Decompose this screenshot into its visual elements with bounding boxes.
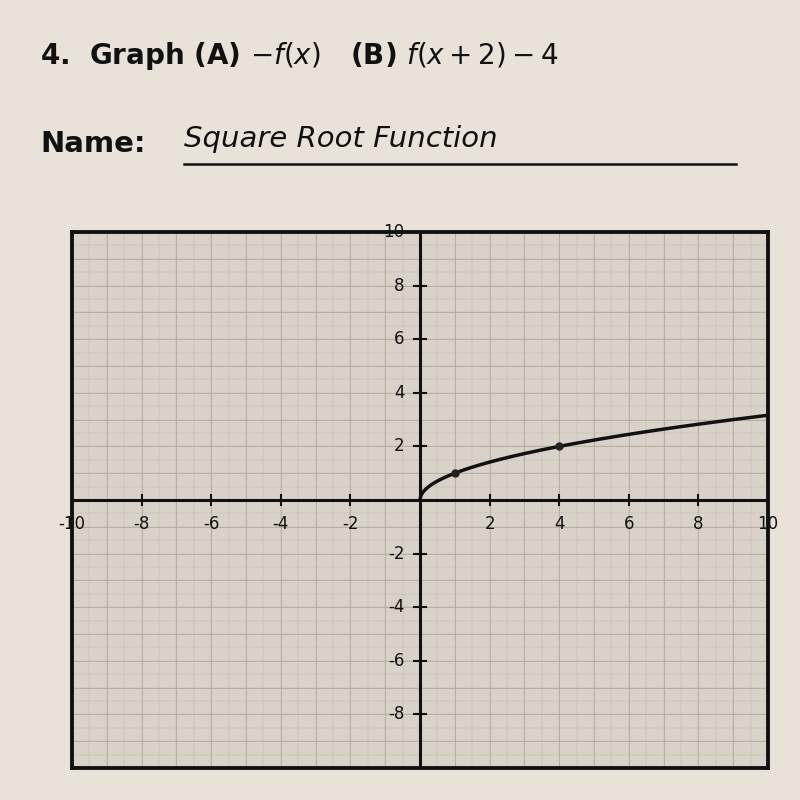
Text: -8: -8 [134, 514, 150, 533]
Text: 4.  Graph (A) $-f(x)$   (B) $f(x+2)-4$: 4. Graph (A) $-f(x)$ (B) $f(x+2)-4$ [40, 40, 558, 72]
Text: -6: -6 [388, 652, 404, 670]
Text: -2: -2 [342, 514, 358, 533]
Text: Name:: Name: [40, 130, 146, 158]
Text: 10: 10 [383, 223, 404, 241]
Text: 4: 4 [554, 514, 565, 533]
Text: -4: -4 [388, 598, 404, 616]
Text: 6: 6 [394, 330, 404, 348]
Text: 8: 8 [394, 277, 404, 294]
Text: -10: -10 [58, 514, 86, 533]
Text: -6: -6 [203, 514, 219, 533]
Text: -4: -4 [273, 514, 289, 533]
Text: 2: 2 [484, 514, 495, 533]
Text: -8: -8 [388, 706, 404, 723]
Text: 2: 2 [394, 438, 404, 455]
Text: 10: 10 [758, 514, 778, 533]
Text: 6: 6 [623, 514, 634, 533]
Text: Square Root Function: Square Root Function [184, 126, 498, 154]
Text: -2: -2 [388, 545, 404, 562]
Text: 8: 8 [693, 514, 704, 533]
Text: 4: 4 [394, 384, 404, 402]
